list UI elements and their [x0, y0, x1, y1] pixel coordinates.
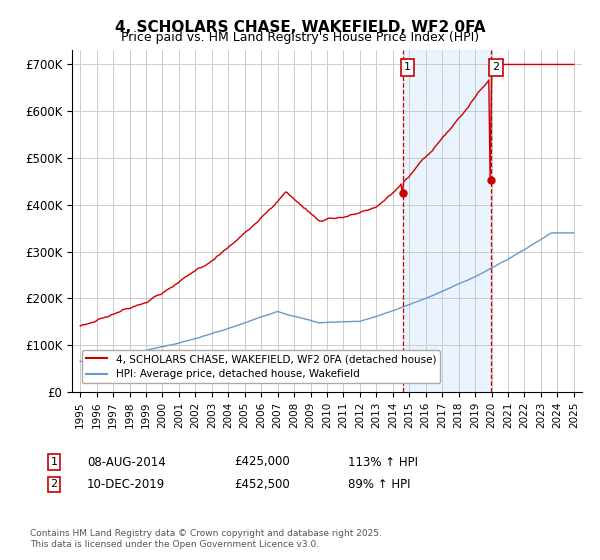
Text: 08-AUG-2014: 08-AUG-2014: [87, 455, 166, 469]
Text: 2: 2: [50, 479, 58, 489]
Bar: [403, 50, 491, 392]
Text: 1: 1: [50, 457, 58, 467]
Text: £425,000: £425,000: [234, 455, 290, 469]
Text: Price paid vs. HM Land Registry's House Price Index (HPI): Price paid vs. HM Land Registry's House …: [121, 31, 479, 44]
Text: £452,500: £452,500: [234, 478, 290, 491]
Text: 4, SCHOLARS CHASE, WAKEFIELD, WF2 0FA: 4, SCHOLARS CHASE, WAKEFIELD, WF2 0FA: [115, 20, 485, 35]
Legend: 4, SCHOLARS CHASE, WAKEFIELD, WF2 0FA (detached house), HPI: Average price, deta: 4, SCHOLARS CHASE, WAKEFIELD, WF2 0FA (d…: [82, 350, 440, 384]
Text: 89% ↑ HPI: 89% ↑ HPI: [348, 478, 410, 491]
Text: 2: 2: [492, 63, 499, 72]
Text: Contains HM Land Registry data © Crown copyright and database right 2025.
This d: Contains HM Land Registry data © Crown c…: [30, 529, 382, 549]
Text: 1: 1: [404, 63, 411, 72]
Text: 10-DEC-2019: 10-DEC-2019: [87, 478, 165, 491]
Text: 113% ↑ HPI: 113% ↑ HPI: [348, 455, 418, 469]
